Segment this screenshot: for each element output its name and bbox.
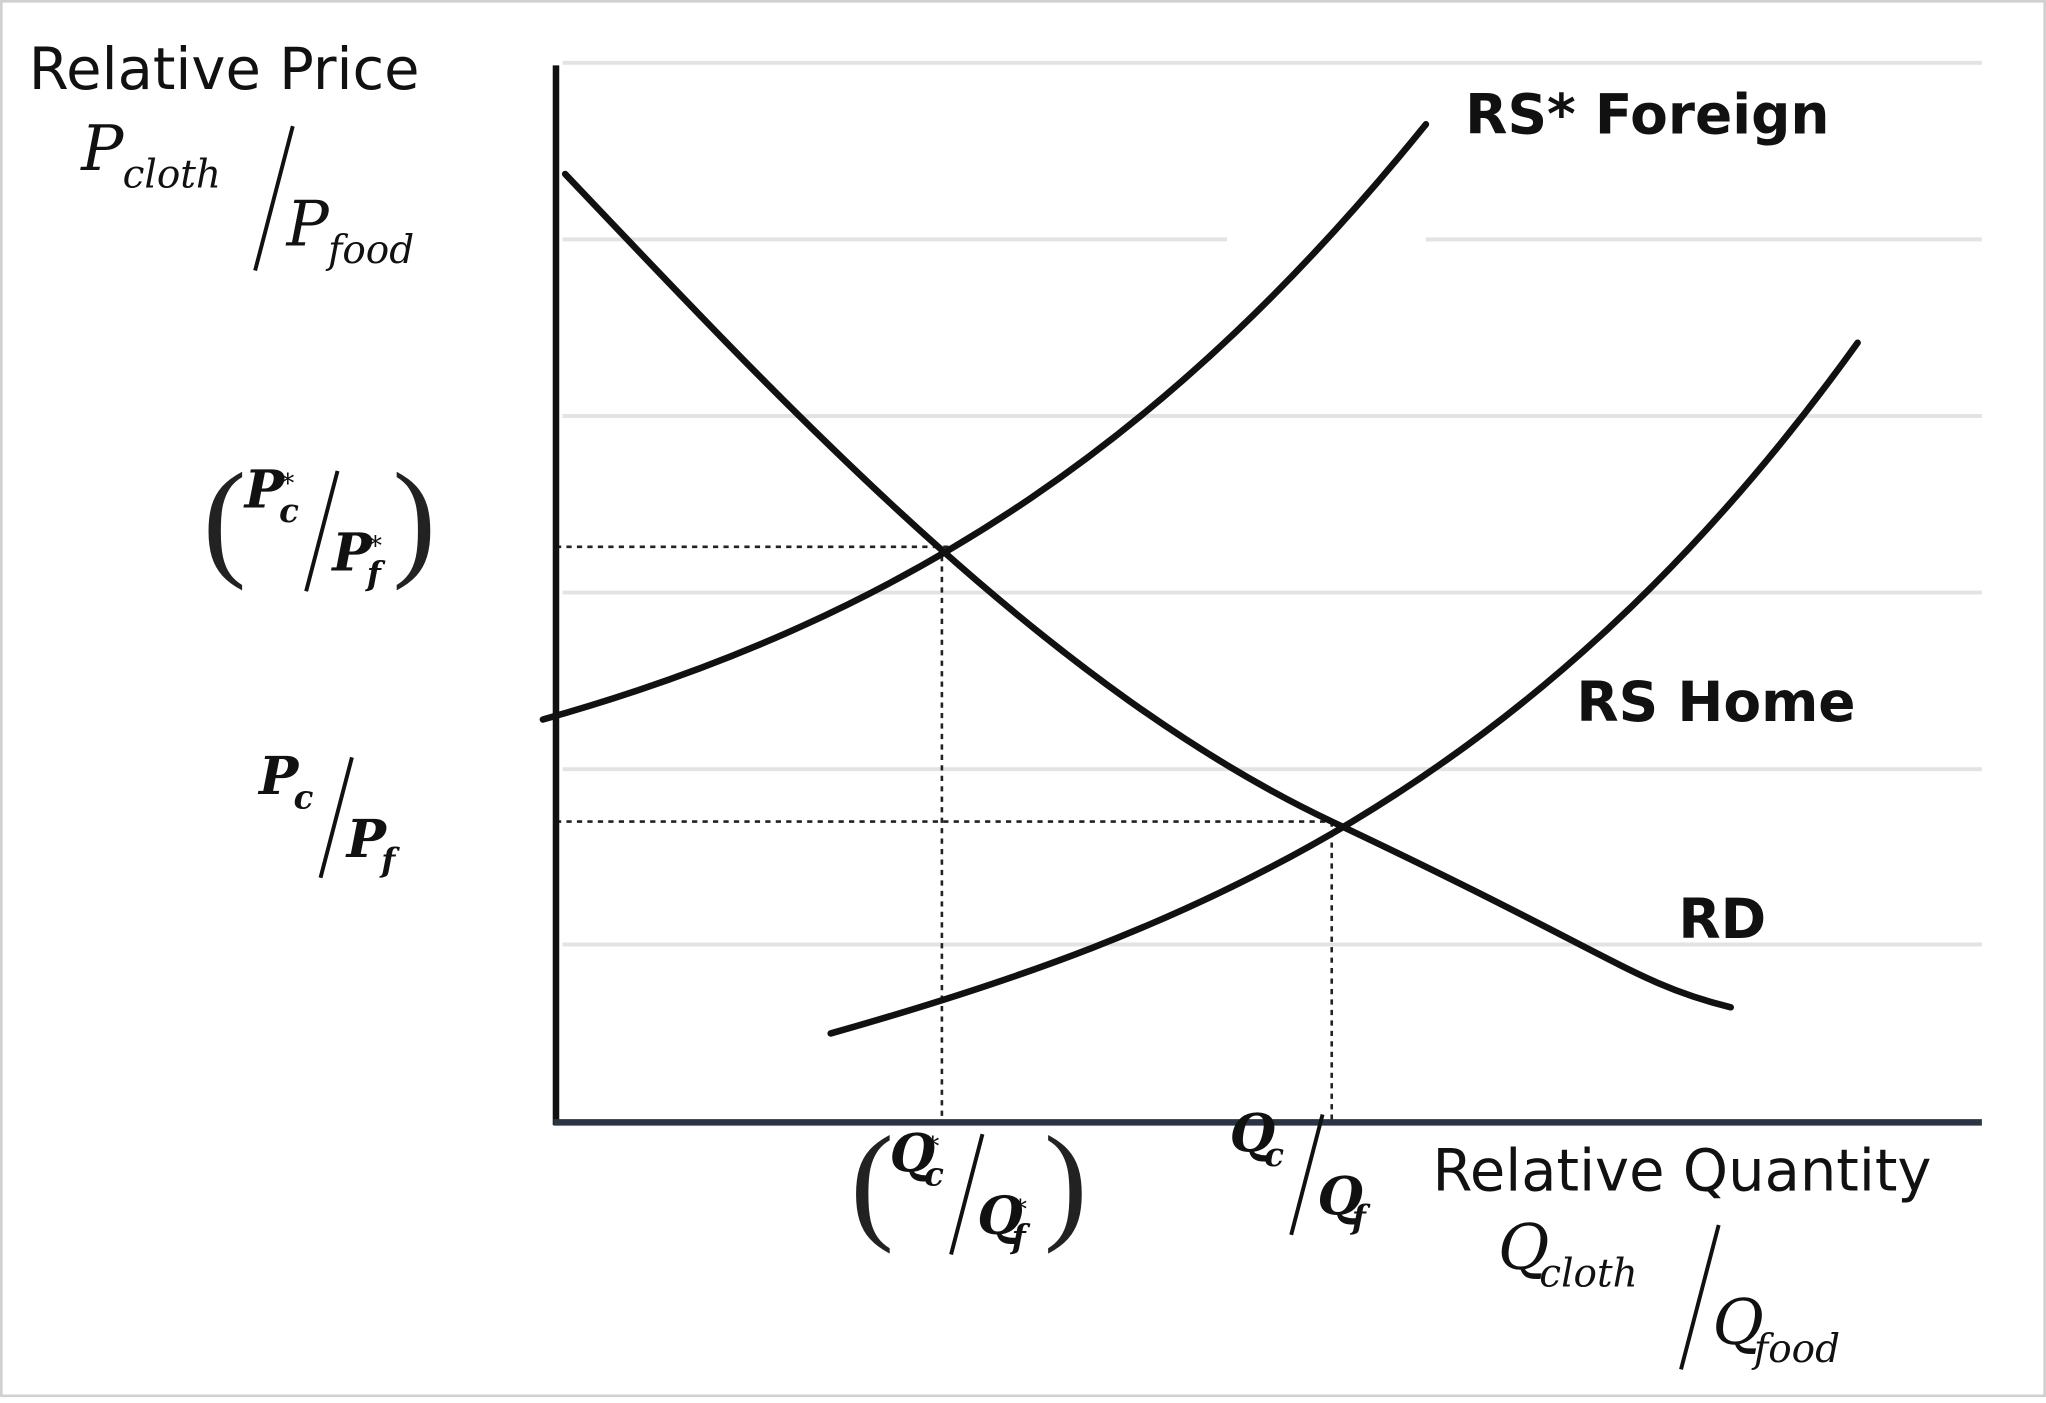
fraction-slash — [318, 756, 354, 879]
math-symbol: P — [243, 460, 286, 521]
curves — [539, 121, 1861, 1037]
math-symbol: Q — [1230, 1103, 1276, 1164]
math-subscript: cloth — [123, 153, 221, 198]
math-subscript: f — [1010, 1218, 1031, 1256]
math-superscript: * — [281, 469, 294, 499]
math-symbol: Q — [1712, 1286, 1763, 1359]
math-symbol: Q — [977, 1186, 1023, 1247]
math-subscript: c — [924, 1155, 944, 1193]
math-subscript: cloth — [1539, 1251, 1637, 1296]
curve-label: RD — [1678, 887, 1766, 951]
parenthesis: ) — [1044, 1110, 1088, 1255]
math-symbol: Q — [1498, 1211, 1549, 1284]
parenthesis: ( — [850, 1110, 894, 1255]
math-superscript: * — [926, 1132, 939, 1162]
x-axis-title: Relative Quantity — [1432, 1137, 1931, 1204]
math-subscript: food — [325, 228, 414, 273]
parenthesis: ) — [392, 447, 436, 592]
rd-curve — [561, 170, 1734, 1011]
math-symbol: P — [80, 112, 125, 185]
math-superscript: * — [369, 532, 382, 562]
math-subscript: c — [1264, 1136, 1284, 1174]
math-symbol: P — [345, 809, 388, 870]
math-subscript: c — [279, 492, 299, 530]
fraction-slash — [253, 125, 295, 272]
grid — [562, 60, 1982, 947]
y-axis-title: Relative Price — [29, 36, 420, 103]
math-symbol: P — [330, 522, 373, 583]
fraction-slash — [304, 470, 340, 592]
curve-label: RS* Foreign — [1465, 82, 1829, 146]
math-symbol: Q — [1317, 1166, 1363, 1227]
fraction-slash — [949, 1133, 985, 1256]
guides — [555, 545, 1334, 1123]
curve-label: RS Home — [1576, 670, 1855, 734]
math-subscript: food — [1751, 1327, 1840, 1372]
math-superscript: * — [1014, 1195, 1027, 1225]
rs-foreign-curve — [539, 121, 1430, 723]
math-symbol: Q — [890, 1123, 936, 1184]
math-subscript: f — [379, 841, 400, 879]
math-symbol: P — [257, 746, 300, 807]
fraction-slash — [1289, 1114, 1325, 1236]
math-subscript: f — [365, 555, 386, 593]
math-symbol: P — [286, 187, 331, 260]
math-subscript: c — [294, 779, 314, 817]
fraction-slash — [1679, 1224, 1721, 1370]
math-subscript: f — [1350, 1199, 1371, 1237]
rs-home-curve — [827, 339, 1861, 1037]
parenthesis: ( — [203, 447, 247, 592]
